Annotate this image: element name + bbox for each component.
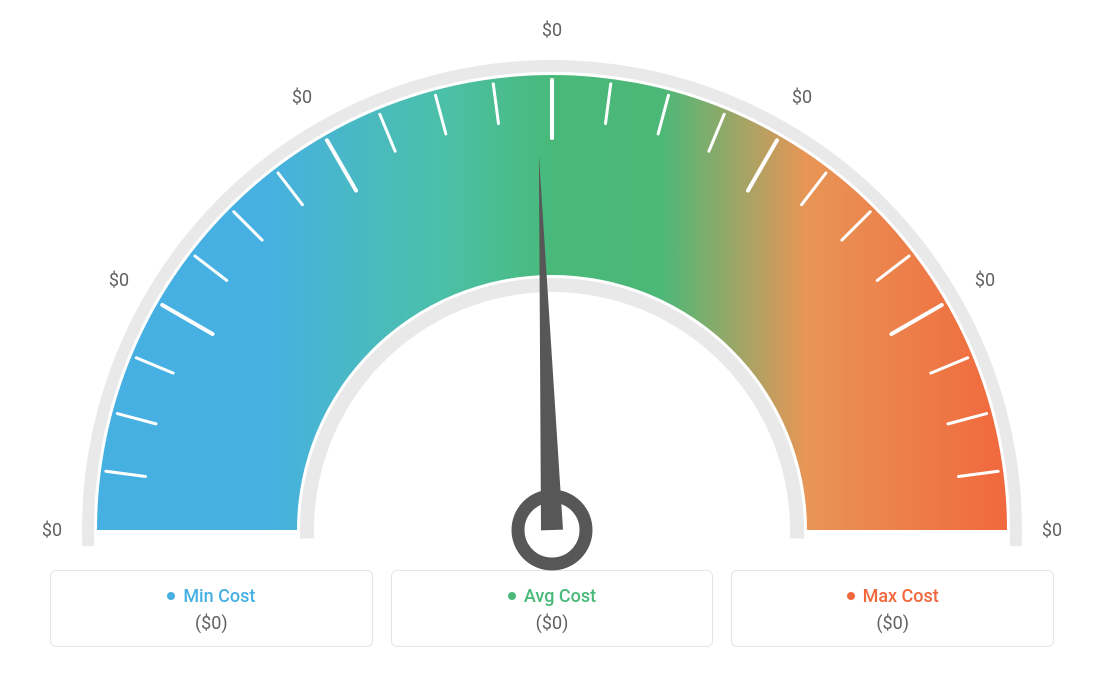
gauge-tick-label: $0 — [42, 520, 62, 541]
gauge-svg: $0 $0 $0 $0 $0 $0 $0 — [40, 20, 1064, 580]
gauge-tick-label: $0 — [1042, 520, 1062, 541]
legend-card-max: Max Cost ($0) — [731, 570, 1054, 647]
legend-text-max: Max Cost — [863, 586, 939, 607]
legend-text-avg: Avg Cost — [524, 586, 596, 607]
cost-gauge-widget: $0 $0 $0 $0 $0 $0 $0 Min Cost ($0) Avg Cost ($… — [0, 0, 1104, 690]
gauge-tick-label: $0 — [292, 87, 312, 108]
gauge-chart: $0 $0 $0 $0 $0 $0 $0 — [40, 20, 1064, 560]
legend-dot-min — [167, 592, 175, 600]
legend-dot-avg — [508, 592, 516, 600]
legend-card-min: Min Cost ($0) — [50, 570, 373, 647]
legend-value-avg: ($0) — [402, 613, 703, 634]
legend-value-min: ($0) — [61, 613, 362, 634]
gauge-tick-label: $0 — [542, 20, 562, 41]
legend-label-avg: Avg Cost — [508, 586, 596, 607]
legend-card-avg: Avg Cost ($0) — [391, 570, 714, 647]
gauge-tick-label: $0 — [792, 87, 812, 108]
legend-value-max: ($0) — [742, 613, 1043, 634]
legend-label-max: Max Cost — [847, 586, 939, 607]
gauge-tick-label: $0 — [975, 270, 995, 291]
legend-row: Min Cost ($0) Avg Cost ($0) Max Cost ($0… — [40, 570, 1064, 647]
legend-text-min: Min Cost — [183, 586, 255, 607]
legend-label-min: Min Cost — [167, 586, 255, 607]
legend-dot-max — [847, 592, 855, 600]
gauge-tick-label: $0 — [109, 270, 129, 291]
